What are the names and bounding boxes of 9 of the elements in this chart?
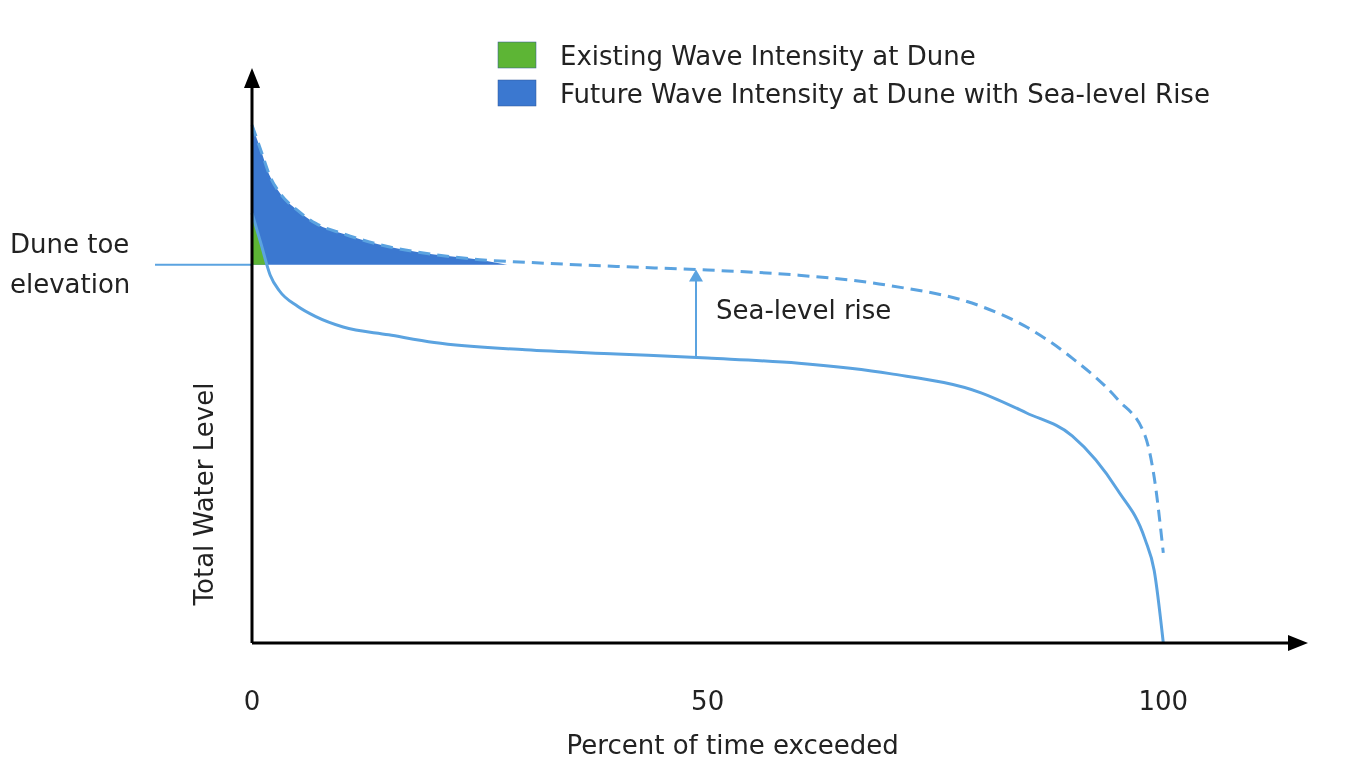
- x-tick-label: 50: [691, 686, 725, 716]
- x-axis-title: Percent of time exceeded: [566, 730, 899, 760]
- ref-line-label: Dune toe elevation: [10, 228, 131, 299]
- x-tick-label: 100: [1138, 686, 1189, 716]
- legend-label: Existing Wave Intensity at Dune: [560, 41, 976, 71]
- y-axis-title: Total Water Level: [189, 382, 219, 607]
- x-tick-label: 0: [243, 686, 261, 716]
- annotation: Sea-level rise: [716, 294, 892, 325]
- legend-label: Future Wave Intensity at Dune with Sea-level Rise: [560, 79, 1210, 109]
